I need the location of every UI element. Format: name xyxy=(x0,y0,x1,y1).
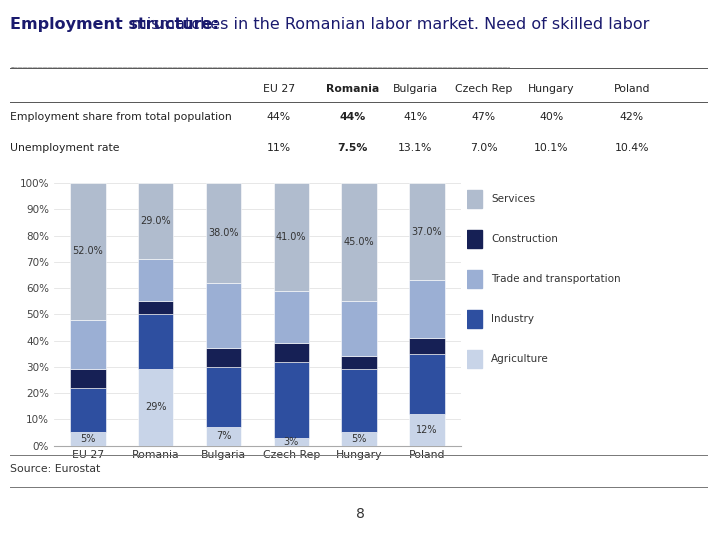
Bar xyxy=(206,183,241,283)
Bar xyxy=(341,183,377,301)
Text: 41%: 41% xyxy=(403,112,427,122)
Text: 40%: 40% xyxy=(539,112,564,122)
Bar xyxy=(206,348,241,367)
Text: 38.0%: 38.0% xyxy=(208,228,239,238)
Text: 7.0%: 7.0% xyxy=(469,143,498,153)
Bar xyxy=(71,183,106,320)
Bar xyxy=(274,437,309,446)
Text: ────────────────────────────────────────────────────────────────────────────────: ────────────────────────────────────────… xyxy=(10,66,510,70)
Text: Trade and transportation: Trade and transportation xyxy=(491,274,621,284)
Text: 7%: 7% xyxy=(216,431,231,441)
Text: 8: 8 xyxy=(356,507,364,521)
Text: 37.0%: 37.0% xyxy=(412,227,442,237)
FancyBboxPatch shape xyxy=(467,270,482,288)
Text: 10.1%: 10.1% xyxy=(534,143,569,153)
Bar xyxy=(409,183,444,280)
Text: 3%: 3% xyxy=(284,436,299,447)
Text: 44%: 44% xyxy=(267,112,291,122)
Text: Hungary: Hungary xyxy=(528,84,575,94)
Bar xyxy=(71,320,106,369)
Text: 29.0%: 29.0% xyxy=(140,216,171,226)
Bar xyxy=(138,314,174,369)
Text: Employment structure:: Employment structure: xyxy=(10,17,219,32)
Text: 52.0%: 52.0% xyxy=(73,246,103,256)
Text: 5%: 5% xyxy=(351,434,366,444)
Bar xyxy=(409,338,444,354)
FancyBboxPatch shape xyxy=(467,310,482,328)
Text: 29%: 29% xyxy=(145,402,166,413)
Text: EU 27: EU 27 xyxy=(263,84,295,94)
Text: 11%: 11% xyxy=(267,143,291,153)
Text: 10.4%: 10.4% xyxy=(614,143,649,153)
Bar xyxy=(274,183,309,291)
Text: Poland: Poland xyxy=(613,84,650,94)
Text: 7.5%: 7.5% xyxy=(337,143,367,153)
Text: Czech Rep: Czech Rep xyxy=(455,84,513,94)
Bar xyxy=(409,414,444,446)
Text: 45.0%: 45.0% xyxy=(343,237,374,247)
Bar xyxy=(274,343,309,362)
Text: 42%: 42% xyxy=(620,112,644,122)
Text: Services: Services xyxy=(491,194,535,204)
Bar xyxy=(138,369,174,445)
Text: Employment share from total population: Employment share from total population xyxy=(10,112,232,122)
Bar xyxy=(274,362,309,437)
Bar xyxy=(341,433,377,446)
Bar xyxy=(71,433,106,446)
Text: Unemployment rate: Unemployment rate xyxy=(10,143,120,153)
Bar xyxy=(274,291,309,343)
Text: 13.1%: 13.1% xyxy=(398,143,432,153)
Bar xyxy=(341,301,377,356)
Text: 47%: 47% xyxy=(472,112,495,122)
Text: 44%: 44% xyxy=(339,112,366,122)
Bar xyxy=(409,280,444,338)
Text: 41.0%: 41.0% xyxy=(276,232,307,242)
Bar xyxy=(138,259,174,301)
Bar xyxy=(341,356,377,369)
Text: Construction: Construction xyxy=(491,234,558,244)
Bar xyxy=(71,369,106,388)
FancyBboxPatch shape xyxy=(467,350,482,368)
Bar xyxy=(206,283,241,348)
Bar xyxy=(206,367,241,427)
Text: mismatches in the Romanian labor market. Need of skilled labor: mismatches in the Romanian labor market.… xyxy=(126,17,649,32)
Bar xyxy=(409,354,444,414)
FancyBboxPatch shape xyxy=(467,190,482,208)
Text: Agriculture: Agriculture xyxy=(491,354,549,364)
Text: 5%: 5% xyxy=(80,434,96,444)
Bar xyxy=(206,427,241,446)
Text: Bulgaria: Bulgaria xyxy=(392,84,438,94)
Bar xyxy=(71,388,106,433)
Text: 12%: 12% xyxy=(416,425,438,435)
Text: Industry: Industry xyxy=(491,314,534,324)
Bar xyxy=(138,183,174,259)
FancyBboxPatch shape xyxy=(467,230,482,248)
Text: Source: Eurostat: Source: Eurostat xyxy=(10,464,100,475)
Bar xyxy=(138,301,174,314)
Text: Romania: Romania xyxy=(325,84,379,94)
Bar xyxy=(341,369,377,433)
